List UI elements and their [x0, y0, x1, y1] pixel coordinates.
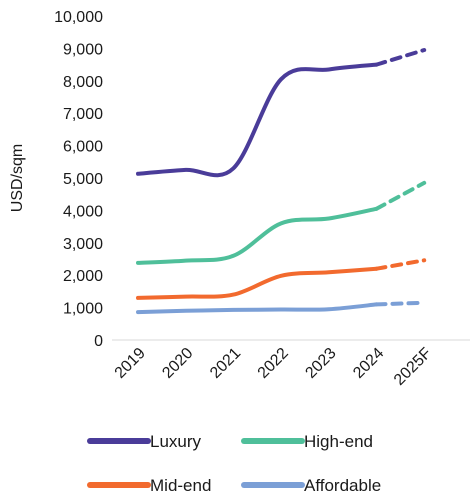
series-lines	[136, 48, 427, 315]
x-tick-label: 2021	[207, 345, 244, 382]
series-line-affordable	[136, 302, 379, 315]
y-tick-label: 4,000	[63, 203, 103, 220]
x-tick-label: 2019	[112, 345, 149, 382]
series-forecast-luxury	[374, 48, 427, 67]
y-tick-label: 0	[94, 333, 103, 350]
x-tick-label: 2025F	[391, 345, 435, 389]
series-line-luxury	[136, 62, 379, 178]
legend-label-high-end: High-end	[304, 432, 373, 451]
x-tick-label: 2020	[159, 345, 196, 382]
legend-label-affordable: Affordable	[304, 476, 381, 494]
y-tick-label: 6,000	[63, 139, 103, 156]
legend-label-mid-end: Mid-end	[150, 476, 211, 494]
y-axis-title: USD/sqm	[9, 144, 26, 212]
series-forecast-affordable	[374, 300, 427, 307]
y-tick-label: 7,000	[63, 106, 103, 123]
series-line-mid-end	[136, 266, 379, 300]
series-forecast-high-end	[374, 180, 427, 211]
legend: Luxury High-end Mid-end Affordable	[87, 432, 381, 494]
x-tick-label: 2023	[302, 345, 339, 382]
y-tick-label: 9,000	[63, 41, 103, 58]
x-tick-label: 2022	[255, 345, 292, 382]
x-tick-labels: 2019 2020 2021 2022 2023 2024 2025F	[112, 345, 436, 389]
legend-label-luxury: Luxury	[150, 432, 202, 451]
y-tick-labels: 0 1,000 2,000 3,000 4,000 5,000 6,000 7,000 8,00…	[54, 9, 103, 350]
series-line-high-end	[136, 206, 379, 265]
x-tick-label: 2024	[350, 345, 387, 382]
y-tick-label: 3,000	[63, 236, 103, 253]
y-tick-label: 5,000	[63, 171, 103, 188]
y-tick-label: 1,000	[63, 301, 103, 318]
series-forecast-mid-end	[374, 258, 427, 271]
y-tick-label: 8,000	[63, 74, 103, 91]
y-tick-label: 10,000	[54, 9, 103, 26]
y-tick-label: 2,000	[63, 268, 103, 285]
